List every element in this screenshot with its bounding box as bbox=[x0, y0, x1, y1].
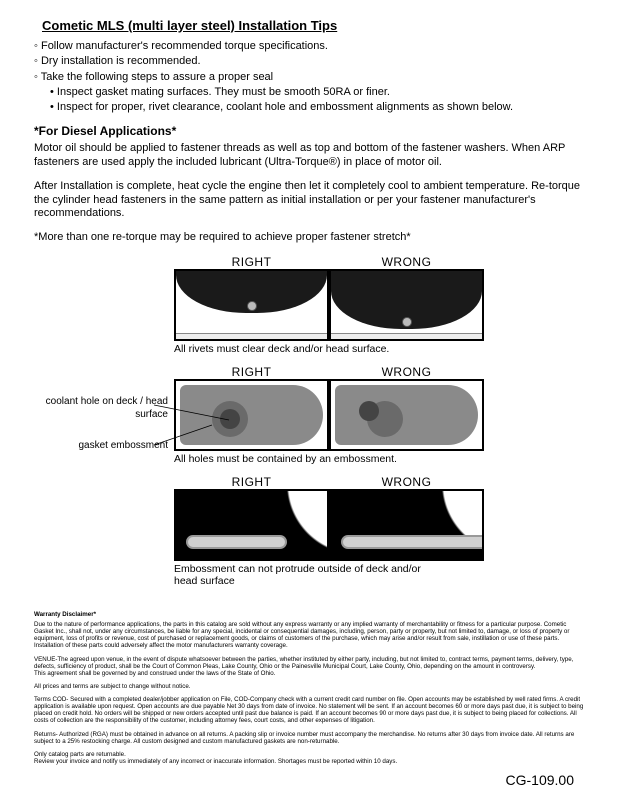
diesel-heading: *For Diesel Applications* bbox=[34, 124, 584, 138]
diagram-section: RIGHT WRONG All rivets must clear deck a… bbox=[34, 255, 584, 593]
paragraph: Motor oil should be applied to fastener … bbox=[34, 142, 584, 170]
label-wrong: WRONG bbox=[329, 475, 484, 489]
label-right: RIGHT bbox=[174, 475, 329, 489]
diagram-hole-wrong bbox=[329, 379, 484, 451]
label-wrong: WRONG bbox=[329, 255, 484, 269]
paragraph: After Installation is complete, heat cyc… bbox=[34, 180, 584, 221]
caption: All rivets must clear deck and/or head s… bbox=[174, 343, 484, 355]
leader-lines bbox=[34, 365, 344, 475]
bullet-item: Dry installation is recommended. bbox=[34, 54, 584, 68]
diagram-emboss-wrong bbox=[329, 489, 484, 561]
caption: Embossment can not protrude outside of d… bbox=[174, 563, 434, 587]
page-title: Cometic MLS (multi layer steel) Installa… bbox=[42, 18, 584, 33]
bullet-subitem: Inspect gasket mating surfaces. They mus… bbox=[34, 85, 584, 99]
disclaimer-block: Warranty Disclaimer* Due to the nature o… bbox=[34, 611, 584, 765]
disclaimer-para: VENUE-The agreed upon venue, in the even… bbox=[34, 656, 584, 677]
disclaimer-para: Terms COD- Secured with a completed deal… bbox=[34, 696, 584, 725]
diagram-emboss-right bbox=[174, 489, 329, 561]
bullet-item: Take the following steps to assure a pro… bbox=[34, 70, 584, 84]
disclaimer-para: All prices and terms are subject to chan… bbox=[34, 683, 584, 690]
disclaimer-para: Only catalog parts are returnable. Revie… bbox=[34, 751, 584, 765]
bullet-item: Follow manufacturer's recommended torque… bbox=[34, 39, 584, 53]
disclaimer-heading: Warranty Disclaimer* bbox=[34, 611, 584, 618]
paragraph: *More than one re-torque may be required… bbox=[34, 231, 584, 245]
diagram-rivet-wrong bbox=[329, 269, 484, 341]
disclaimer-para: Due to the nature of performance applica… bbox=[34, 621, 584, 650]
diagram-rivet-right bbox=[174, 269, 329, 341]
label-right: RIGHT bbox=[174, 255, 329, 269]
label-wrong: WRONG bbox=[329, 365, 484, 379]
document-number: CG-109.00 bbox=[506, 772, 574, 788]
bullet-subitem: Inspect for proper, rivet clearance, coo… bbox=[34, 100, 584, 114]
disclaimer-para: Returns- Authorized (RGA) must be obtain… bbox=[34, 731, 584, 745]
bullet-list: Follow manufacturer's recommended torque… bbox=[34, 39, 584, 114]
